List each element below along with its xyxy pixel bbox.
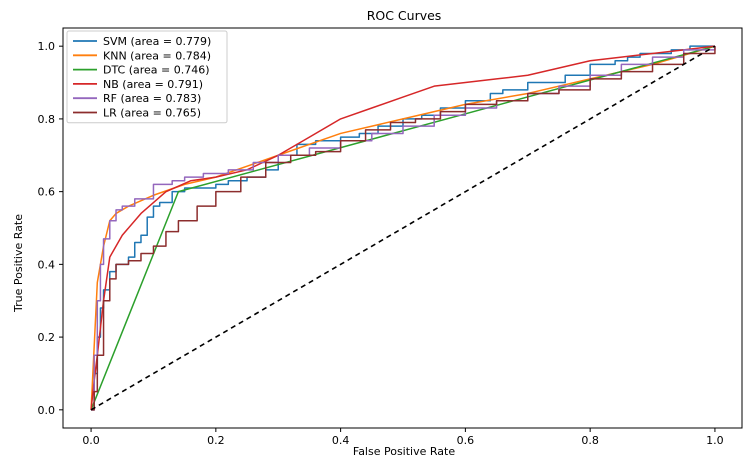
chance-diagonal-line xyxy=(90,45,716,411)
chart-title: ROC Curves xyxy=(367,8,442,23)
y-axis-label: True Positive Rate xyxy=(12,214,25,313)
legend-entry: KNN (area = 0.784) xyxy=(103,49,211,62)
y-tick-label: 0.6 xyxy=(38,186,56,199)
legend-entry: SVM (area = 0.779) xyxy=(103,35,211,48)
x-tick-label: 0.2 xyxy=(207,434,225,447)
x-tick-label: 1.0 xyxy=(706,434,724,447)
legend-entry: NB (area = 0.791) xyxy=(103,78,203,91)
legend-entry: RF (area = 0.783) xyxy=(103,92,201,105)
x-tick-label: 0.6 xyxy=(457,434,475,447)
roc-line-5 xyxy=(91,46,716,411)
legend-entry: LR (area = 0.765) xyxy=(103,107,201,120)
x-tick-label: 0.0 xyxy=(82,434,100,447)
y-tick-label: 0.8 xyxy=(38,113,56,126)
y-tick-label: 0.4 xyxy=(38,258,56,271)
roc-line-3 xyxy=(90,45,716,410)
roc-line-2 xyxy=(90,45,716,411)
y-axis-ticks: 0.0 0.2 0.4 0.6 0.8 1.0 xyxy=(38,40,63,417)
legend: SVM (area = 0.779)KNN (area = 0.784) DTC … xyxy=(66,30,228,124)
x-tick-label: 0.8 xyxy=(581,434,599,447)
plot-series xyxy=(90,45,716,411)
legend-box xyxy=(66,30,228,124)
legend-entry: DTC (area = 0.746) xyxy=(103,64,210,77)
y-tick-label: 0.2 xyxy=(38,331,56,344)
x-tick-label: 0.4 xyxy=(332,434,350,447)
plot-frame xyxy=(62,27,743,429)
x-axis-ticks: 0.0 0.2 0.4 0.6 0.8 1.0 xyxy=(82,428,724,447)
y-tick-label: 1.0 xyxy=(38,40,56,53)
x-axis-label: False Positive Rate xyxy=(353,445,455,458)
y-tick-label: 0.0 xyxy=(38,404,56,417)
